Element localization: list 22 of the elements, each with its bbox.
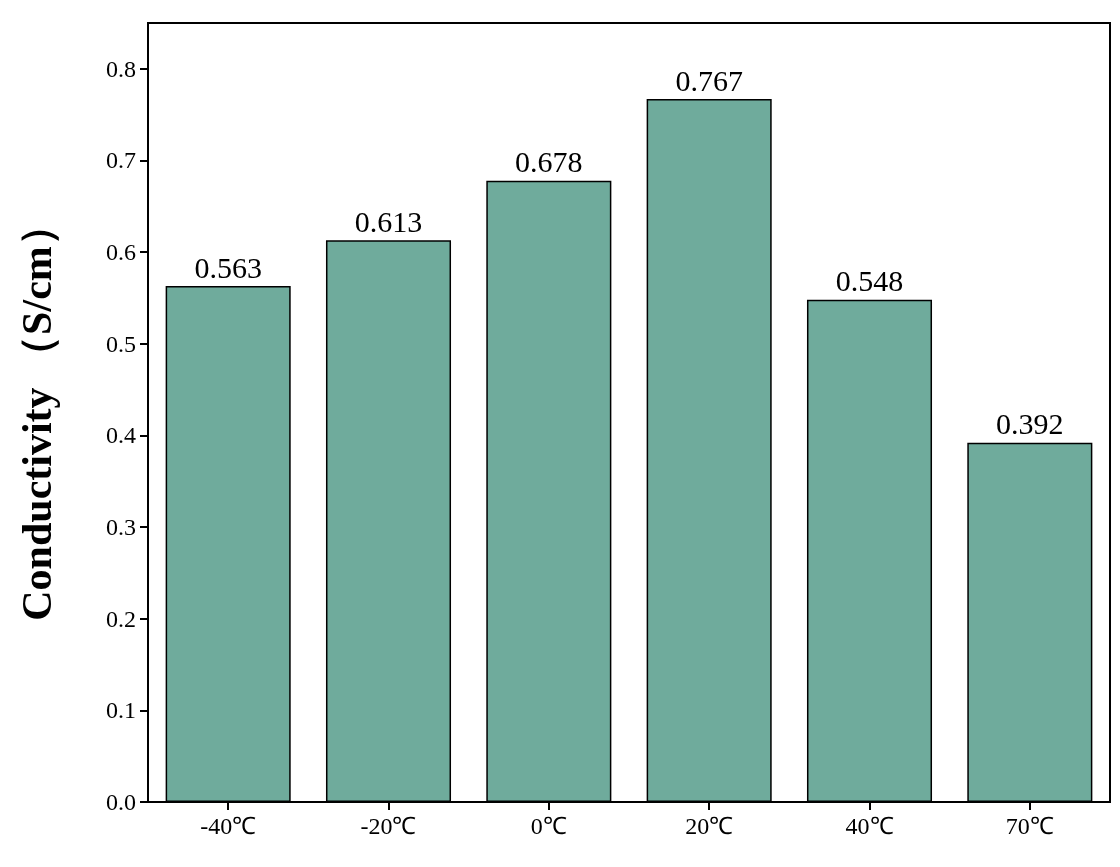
y-tick-label: 0.0: [106, 789, 136, 815]
x-tick-label: 70℃: [1005, 813, 1054, 839]
y-axis-title: Conductivity （S/cm）: [14, 204, 60, 621]
data-label: 0.767: [675, 63, 743, 97]
y-tick-label: 0.1: [106, 697, 136, 724]
y-tick-label: 0.7: [106, 147, 136, 174]
x-tick-label: 20℃: [685, 813, 734, 839]
data-label: 0.548: [835, 264, 904, 298]
x-tick-label: -40℃: [200, 813, 257, 839]
y-tick-label: 0.2: [106, 605, 136, 632]
data-label: 0.613: [354, 204, 423, 238]
x-tick-label: 40℃: [845, 813, 894, 839]
data-label: 0.563: [194, 250, 262, 284]
data-label: 0.392: [996, 407, 1064, 441]
y-tick-label: 0.4: [106, 422, 136, 449]
y-tick-label: 0.5: [106, 330, 136, 357]
x-tick-label: 0℃: [530, 813, 567, 839]
data-label: 0.678: [515, 145, 583, 179]
y-tick-label: 0.8: [106, 55, 136, 82]
y-tick-label: 0.6: [106, 239, 136, 266]
y-tick-label: 0.3: [106, 514, 136, 541]
x-tick-label: -20℃: [360, 813, 417, 839]
